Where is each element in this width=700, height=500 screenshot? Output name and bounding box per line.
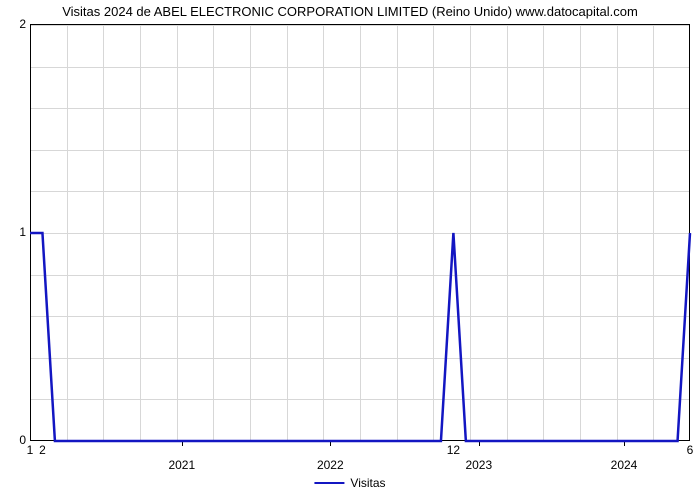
series-line [30,25,690,441]
x-tick-label: 2024 [611,458,638,472]
x-tick-label: 2023 [465,458,492,472]
x-point-label: 2 [39,443,46,457]
x-tick-label: 2022 [317,458,344,472]
plot-area [30,24,690,440]
legend: Visitas [314,476,385,490]
legend-swatch [314,482,344,484]
y-tick-label: 0 [6,433,26,447]
legend-label: Visitas [350,476,385,490]
x-tick-label: 2021 [168,458,195,472]
x-point-label: 1 [27,443,34,457]
chart-title: Visitas 2024 de ABEL ELECTRONIC CORPORAT… [62,4,638,19]
x-point-label: 6 [687,443,694,457]
y-tick-label: 2 [6,17,26,31]
x-point-label: 12 [447,443,460,457]
y-tick-label: 1 [6,225,26,239]
